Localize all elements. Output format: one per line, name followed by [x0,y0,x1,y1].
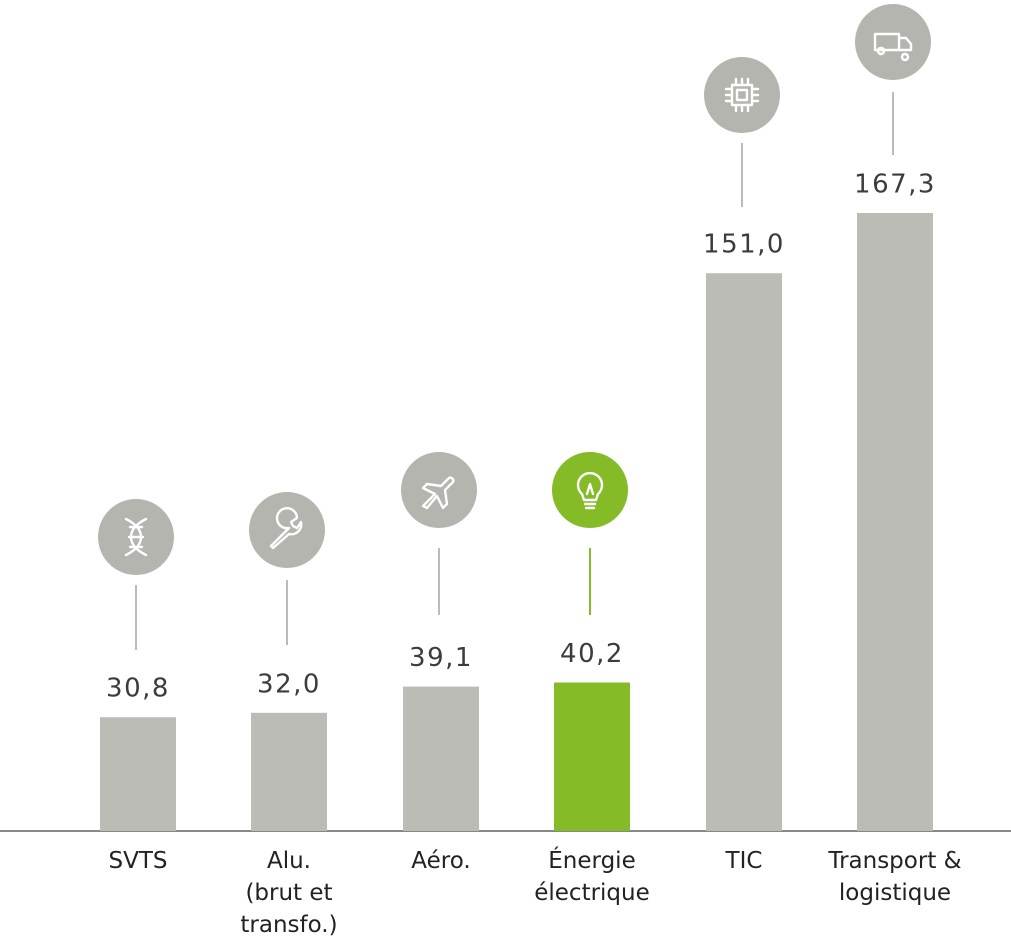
x-tick-label-line: TIC [725,848,763,874]
bar [403,686,479,831]
x-tick-label: Énergie électrique [534,846,650,906]
icon [124,517,148,557]
icon [269,507,303,550]
icon [873,32,913,62]
x-tick-label: Transport & logistique [827,848,961,906]
x-tick-label: Aéro. [411,848,470,874]
bar [857,212,933,832]
x-tick-label: TIC [725,848,763,874]
value-label: 32,0 [257,669,321,699]
x-tick-label: Alu. (brut et transfo.) [240,848,337,938]
x-tick-label-line: Alu. [267,848,311,874]
x-tick-label-line: SVTS [109,848,168,874]
value-label: 30,8 [106,674,170,704]
bar [100,717,176,831]
x-tick-label-line: Aéro. [411,848,470,874]
icon-circle [401,452,477,528]
bar [554,682,630,831]
value-label: 39,1 [409,643,473,673]
icon-circle [704,57,780,133]
value-label: 167,3 [854,169,936,199]
value-label: 151,0 [703,230,785,260]
x-tick-label: SVTS [109,848,168,874]
x-tick-label-line: transfo.) [240,912,337,938]
icon-circle [552,452,628,528]
x-tick-label-line: Transport & [827,848,961,874]
bar [706,273,782,831]
value-label: 40,2 [560,639,624,669]
icon [421,476,455,510]
x-tick-label-line: (brut et [245,880,332,906]
x-tick-label-line: logistique [839,880,951,906]
x-tick-label-line: électrique [534,880,650,906]
bar [251,712,327,831]
icon-circle [855,4,931,80]
icon [724,77,760,113]
icon [576,471,604,510]
x-tick-label-line: Énergie [548,846,635,874]
